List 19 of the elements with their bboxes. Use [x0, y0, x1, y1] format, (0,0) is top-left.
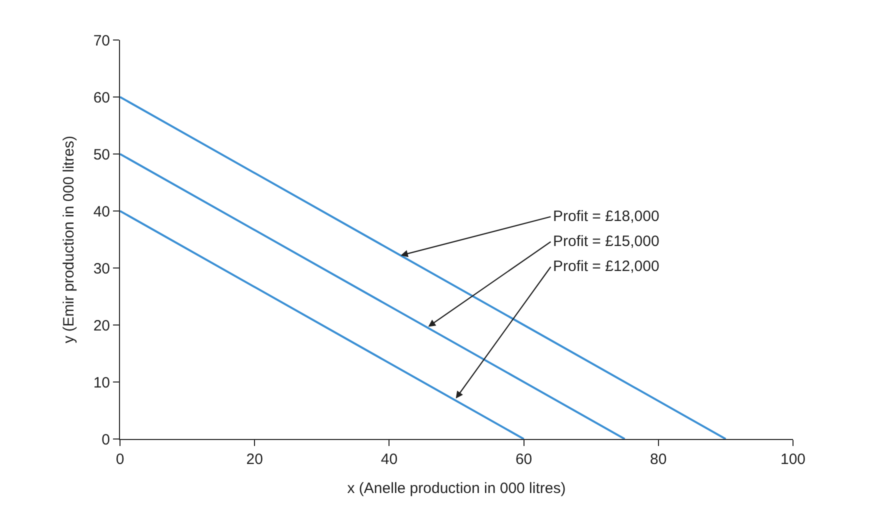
annotation: Profit = £18,000 [553, 208, 660, 225]
x-tick-label: 60 [515, 451, 532, 468]
annotation: Profit = £15,000 [553, 233, 660, 250]
y-tick-label: 20 [93, 317, 110, 334]
y-axis-title: y (Emir production in 000 litres) [60, 136, 78, 344]
x-tick-label: 0 [116, 451, 124, 468]
y-tick-label: 0 [102, 431, 110, 448]
x-tick-label: 40 [380, 451, 398, 468]
y-tick-label: 50 [93, 146, 110, 164]
y-tick-label: 10 [93, 374, 110, 392]
x-tick-label: 80 [650, 451, 667, 468]
x-tick-label: 100 [780, 451, 806, 468]
y-tick-label: 60 [93, 89, 110, 106]
x-axis-title: x (Anelle production in 000 litres) [347, 480, 566, 497]
x-tick-label: 20 [246, 451, 263, 468]
annotation: Profit = £12,000 [553, 258, 660, 275]
y-tick-label: 30 [93, 260, 110, 278]
y-tick-label: 70 [93, 32, 110, 50]
y-tick-label: 40 [93, 203, 110, 220]
